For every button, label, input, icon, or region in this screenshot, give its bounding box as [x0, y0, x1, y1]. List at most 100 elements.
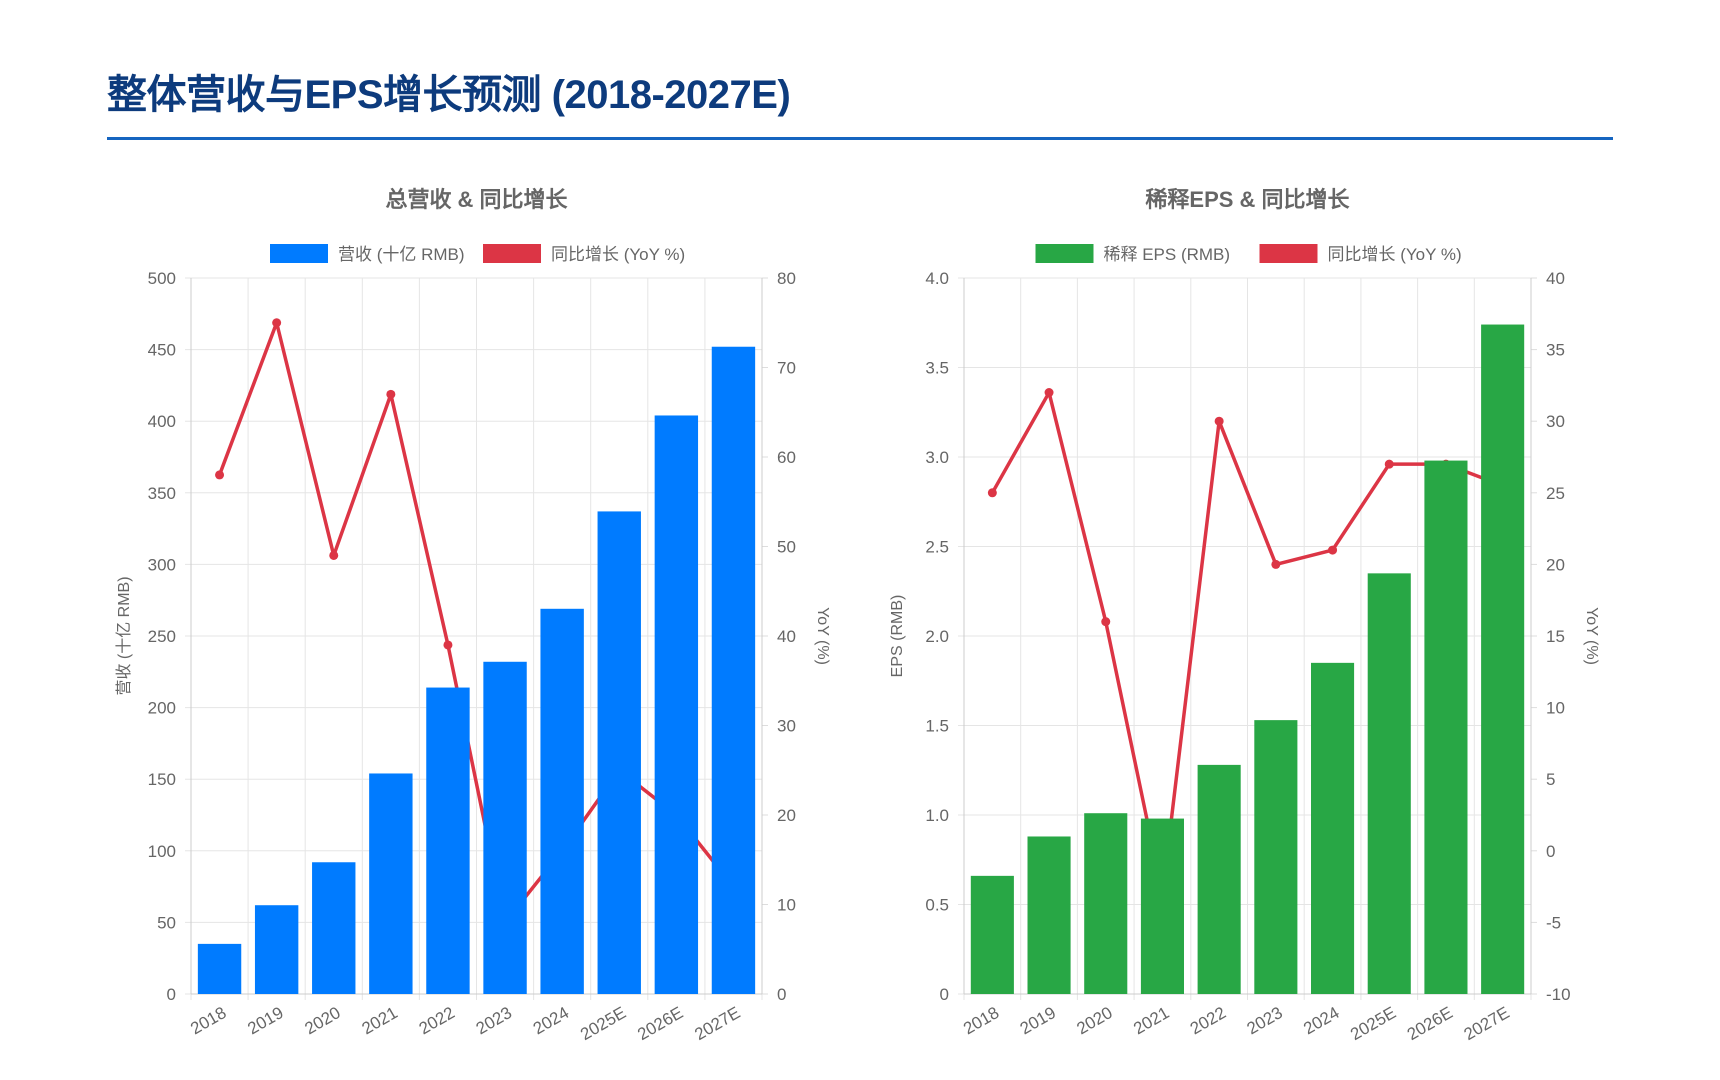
y-tick-label: 0.5 [925, 896, 949, 915]
yoy-point [329, 550, 339, 560]
legend-swatch-bar [1035, 244, 1094, 263]
y-tick-label: 100 [148, 842, 176, 861]
x-tick-label: 2019 [244, 1003, 286, 1038]
y2-tick-label: 30 [777, 717, 796, 736]
y-tick-label: 250 [148, 627, 176, 646]
y2-tick-label: 80 [777, 269, 796, 288]
bar [1027, 836, 1071, 994]
y-tick-label: 500 [148, 269, 176, 288]
x-tick-label: 2020 [301, 1003, 343, 1038]
bar [1197, 764, 1241, 994]
y-tick-label: 150 [148, 770, 176, 789]
y2-tick-label: 10 [777, 896, 796, 915]
y-tick-label: 0 [167, 985, 176, 1004]
bar [426, 687, 470, 994]
bar [654, 415, 699, 994]
yoy-point [987, 488, 997, 498]
x-tick-label: 2025E [1347, 1003, 1399, 1044]
legend-label-line: 同比增长 (YoY %) [1328, 245, 1462, 264]
y2-tick-label: 10 [1546, 699, 1565, 718]
yoy-point [443, 640, 453, 650]
yoy-point [272, 318, 282, 328]
legend-label-line: 同比增长 (YoY %) [551, 245, 685, 264]
y2-tick-label: -5 [1546, 913, 1561, 932]
bar [254, 905, 299, 994]
x-tick-label: 2018 [960, 1003, 1002, 1038]
y2-tick-label: 25 [1546, 484, 1565, 503]
legend-swatch-bar [270, 244, 328, 263]
yoy-point [1044, 388, 1054, 398]
y-tick-label: 3.5 [925, 359, 949, 378]
y2-tick-label: 40 [1546, 269, 1565, 288]
x-tick-label: 2023 [473, 1003, 515, 1038]
title-divider [107, 137, 1613, 140]
x-tick-label: 2021 [1130, 1003, 1172, 1038]
yoy-point [1101, 617, 1111, 627]
y2-tick-label: 0 [1546, 842, 1555, 861]
x-tick-label: 2026E [634, 1003, 686, 1044]
x-tick-label: 2019 [1017, 1003, 1059, 1038]
bar [312, 862, 356, 994]
x-tick-label: 2018 [187, 1003, 229, 1038]
y-tick-label: 4.0 [925, 269, 949, 288]
bar [1311, 662, 1355, 994]
bar [1084, 813, 1128, 994]
x-tick-label: 2027E [691, 1003, 743, 1044]
chart-title: 总营收 & 同比增长 [385, 187, 568, 212]
y2-tick-label: 15 [1546, 627, 1565, 646]
bar [597, 511, 641, 994]
bar [1481, 324, 1525, 994]
chart-title: 稀释EPS & 同比增长 [1145, 187, 1350, 212]
y-tick-label: 0 [940, 985, 949, 1004]
y2-tick-label: 35 [1546, 341, 1565, 360]
y2-tick-label: 40 [777, 627, 796, 646]
y-tick-label: 50 [157, 913, 176, 932]
bar [540, 608, 584, 994]
bar [1367, 573, 1411, 994]
bar [970, 875, 1014, 994]
x-tick-label: 2020 [1073, 1003, 1115, 1038]
x-tick-label: 2027E [1461, 1003, 1513, 1044]
y-tick-label: 1.5 [925, 717, 949, 736]
x-tick-label: 2022 [1187, 1003, 1229, 1038]
x-tick-label: 2024 [1300, 1003, 1342, 1038]
y2-axis-title: YoY (%) [1583, 607, 1600, 665]
x-tick-label: 2024 [530, 1003, 572, 1038]
y-tick-label: 350 [148, 484, 176, 503]
y2-tick-label: 5 [1546, 770, 1555, 789]
yoy-line [217, 321, 735, 925]
yoy-point [1328, 545, 1338, 555]
x-tick-label: 2021 [359, 1003, 401, 1038]
page-title: 整体营收与EPS增长预测 (2018-2027E) [107, 73, 791, 117]
y-tick-label: 450 [148, 341, 176, 360]
y-tick-label: 2.5 [925, 538, 949, 557]
yoy-point [386, 389, 396, 399]
yoy-point [1214, 416, 1224, 426]
bar [369, 773, 413, 994]
y-tick-label: 2.0 [925, 627, 949, 646]
bar [711, 346, 756, 995]
y-tick-label: 200 [148, 699, 176, 718]
y-axis-title: 营收 (十亿 RMB) [115, 576, 133, 695]
bar [197, 943, 242, 994]
y2-axis-title: YoY (%) [814, 607, 831, 665]
yoy-point [1384, 459, 1394, 469]
legend-label-bar: 稀释 EPS (RMB) [1104, 245, 1231, 264]
y-tick-label: 300 [148, 555, 176, 574]
y2-tick-label: 20 [777, 806, 796, 825]
y2-tick-label: 50 [777, 538, 796, 557]
y2-tick-label: 60 [777, 448, 796, 467]
y2-tick-label: 0 [777, 985, 786, 1004]
bar [1254, 720, 1298, 994]
bar [483, 661, 527, 994]
yoy-line [990, 390, 1504, 896]
yoy-point [1271, 559, 1281, 569]
x-tick-label: 2025E [577, 1003, 629, 1044]
x-tick-label: 2022 [416, 1003, 458, 1038]
y-tick-label: 1.0 [925, 806, 949, 825]
y-axis-title: EPS (RMB) [889, 595, 906, 678]
x-tick-label: 2026E [1404, 1003, 1456, 1044]
y2-tick-label: 20 [1546, 555, 1565, 574]
